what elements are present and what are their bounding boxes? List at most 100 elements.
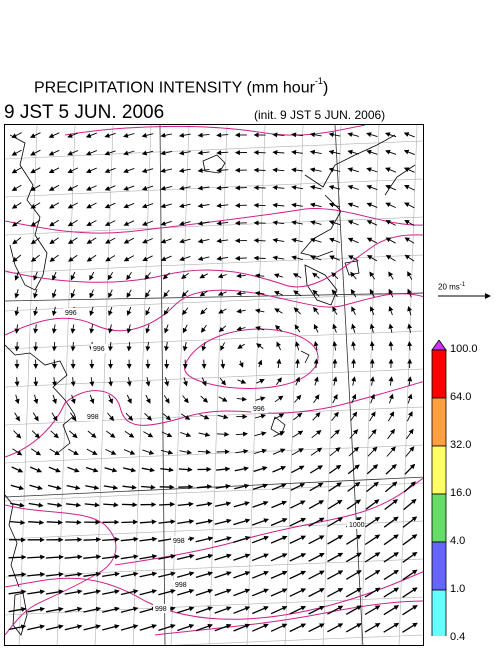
wind-vector bbox=[272, 132, 285, 138]
wind-vector bbox=[145, 307, 151, 316]
wind-vector bbox=[234, 483, 250, 490]
wind-vector bbox=[272, 255, 285, 261]
wind-vector bbox=[33, 306, 39, 317]
graticule-major-parallel bbox=[5, 476, 423, 498]
wind-vector bbox=[14, 394, 20, 405]
wind-vector bbox=[141, 484, 156, 490]
wind-vector bbox=[402, 569, 418, 581]
grid-parallel bbox=[5, 368, 423, 388]
wind-vector bbox=[270, 570, 288, 579]
wind-vector bbox=[273, 431, 286, 438]
wind-vector bbox=[123, 150, 135, 156]
grid-parallel bbox=[173, 634, 423, 645]
coast-ryukyu-1 bbox=[300, 350, 310, 364]
wind-vector bbox=[292, 430, 304, 438]
wind-vector bbox=[195, 606, 213, 614]
wind-vector bbox=[388, 393, 394, 404]
wind-vector bbox=[33, 394, 39, 405]
wind-vector bbox=[142, 238, 153, 244]
wind-vector bbox=[103, 484, 119, 490]
wind-vector bbox=[12, 448, 23, 456]
wind-vector bbox=[49, 254, 59, 262]
wind-vector bbox=[327, 552, 344, 563]
wind-vector bbox=[66, 484, 81, 490]
wind-vector bbox=[251, 518, 269, 526]
colorbar-level-label: 16.0 bbox=[450, 487, 472, 499]
wind-vector bbox=[385, 464, 397, 475]
wind-vector bbox=[45, 624, 64, 631]
wind-vector bbox=[295, 376, 300, 386]
wind-vector bbox=[256, 379, 265, 384]
wind-vector bbox=[327, 623, 344, 633]
contour-label: 1000 bbox=[349, 522, 365, 529]
wind-vector bbox=[313, 376, 319, 386]
wind-vector bbox=[404, 463, 416, 475]
wind-vector bbox=[13, 430, 22, 439]
chart-title: PRECIPITATION INTENSITY (mm hour-1) bbox=[34, 76, 328, 97]
coast-china-east bbox=[5, 494, 20, 588]
wind-vector bbox=[308, 623, 325, 633]
wind-vector bbox=[123, 132, 135, 138]
wind-vector bbox=[11, 167, 22, 174]
wind-vector bbox=[197, 449, 211, 455]
wind-vector bbox=[158, 589, 176, 596]
wind-vector bbox=[369, 341, 375, 351]
wind-vector bbox=[182, 341, 188, 352]
wind-vector bbox=[70, 341, 76, 352]
wind-vector bbox=[308, 552, 325, 562]
wind-vector bbox=[386, 446, 396, 457]
wind-vector bbox=[350, 411, 358, 422]
wind-vector bbox=[29, 132, 41, 138]
wind-vector bbox=[30, 254, 40, 262]
isobar-4 bbox=[5, 289, 423, 336]
wind-vector bbox=[139, 624, 157, 631]
wind-vector bbox=[102, 606, 120, 613]
wind-vector bbox=[107, 412, 115, 422]
precipitation-colorbar bbox=[431, 340, 447, 636]
wind-vector bbox=[270, 588, 288, 597]
wind-vector bbox=[51, 306, 57, 317]
wind-vector bbox=[407, 271, 413, 280]
wind-vector bbox=[83, 571, 102, 577]
wind-vector bbox=[276, 358, 282, 369]
wind-vector bbox=[272, 448, 286, 455]
wind-vector bbox=[254, 290, 265, 296]
wind-vector bbox=[195, 571, 214, 579]
wind-vector bbox=[254, 273, 265, 279]
contour-label-bg bbox=[347, 520, 364, 529]
wind-vector bbox=[14, 324, 20, 334]
wind-vector bbox=[233, 606, 251, 614]
wind-vector bbox=[160, 132, 172, 138]
wind-vector bbox=[294, 324, 301, 333]
wind-vector bbox=[33, 289, 38, 299]
wind-vector bbox=[163, 307, 170, 316]
wind-vector bbox=[49, 237, 59, 245]
wind-vector bbox=[370, 393, 375, 404]
wind-vector bbox=[120, 606, 139, 613]
wind-vector bbox=[145, 341, 151, 352]
wind-vector bbox=[86, 185, 97, 191]
wind-vector bbox=[331, 272, 339, 280]
wind-vector bbox=[179, 255, 191, 262]
wind-vector bbox=[197, 167, 210, 173]
wind-vector bbox=[45, 589, 64, 595]
wind-vectors bbox=[8, 132, 418, 633]
wind-vector bbox=[256, 343, 264, 349]
wind-vector bbox=[8, 572, 27, 578]
wind-vector bbox=[48, 466, 61, 473]
wind-vector bbox=[216, 466, 231, 472]
colorbar-segment bbox=[431, 349, 447, 399]
wind-vector bbox=[384, 481, 398, 493]
wind-vector bbox=[107, 341, 113, 352]
wind-vector bbox=[272, 185, 285, 191]
wind-vector bbox=[308, 535, 325, 545]
wind-vector bbox=[327, 588, 344, 598]
wind-vector bbox=[364, 552, 381, 563]
wind-vector bbox=[160, 238, 172, 244]
wind-vector bbox=[86, 448, 98, 455]
wind-vector bbox=[216, 185, 229, 191]
wind-vector bbox=[48, 184, 60, 191]
wind-vector bbox=[385, 167, 397, 173]
wind-vector bbox=[201, 341, 207, 352]
grid-meridian bbox=[360, 125, 380, 645]
